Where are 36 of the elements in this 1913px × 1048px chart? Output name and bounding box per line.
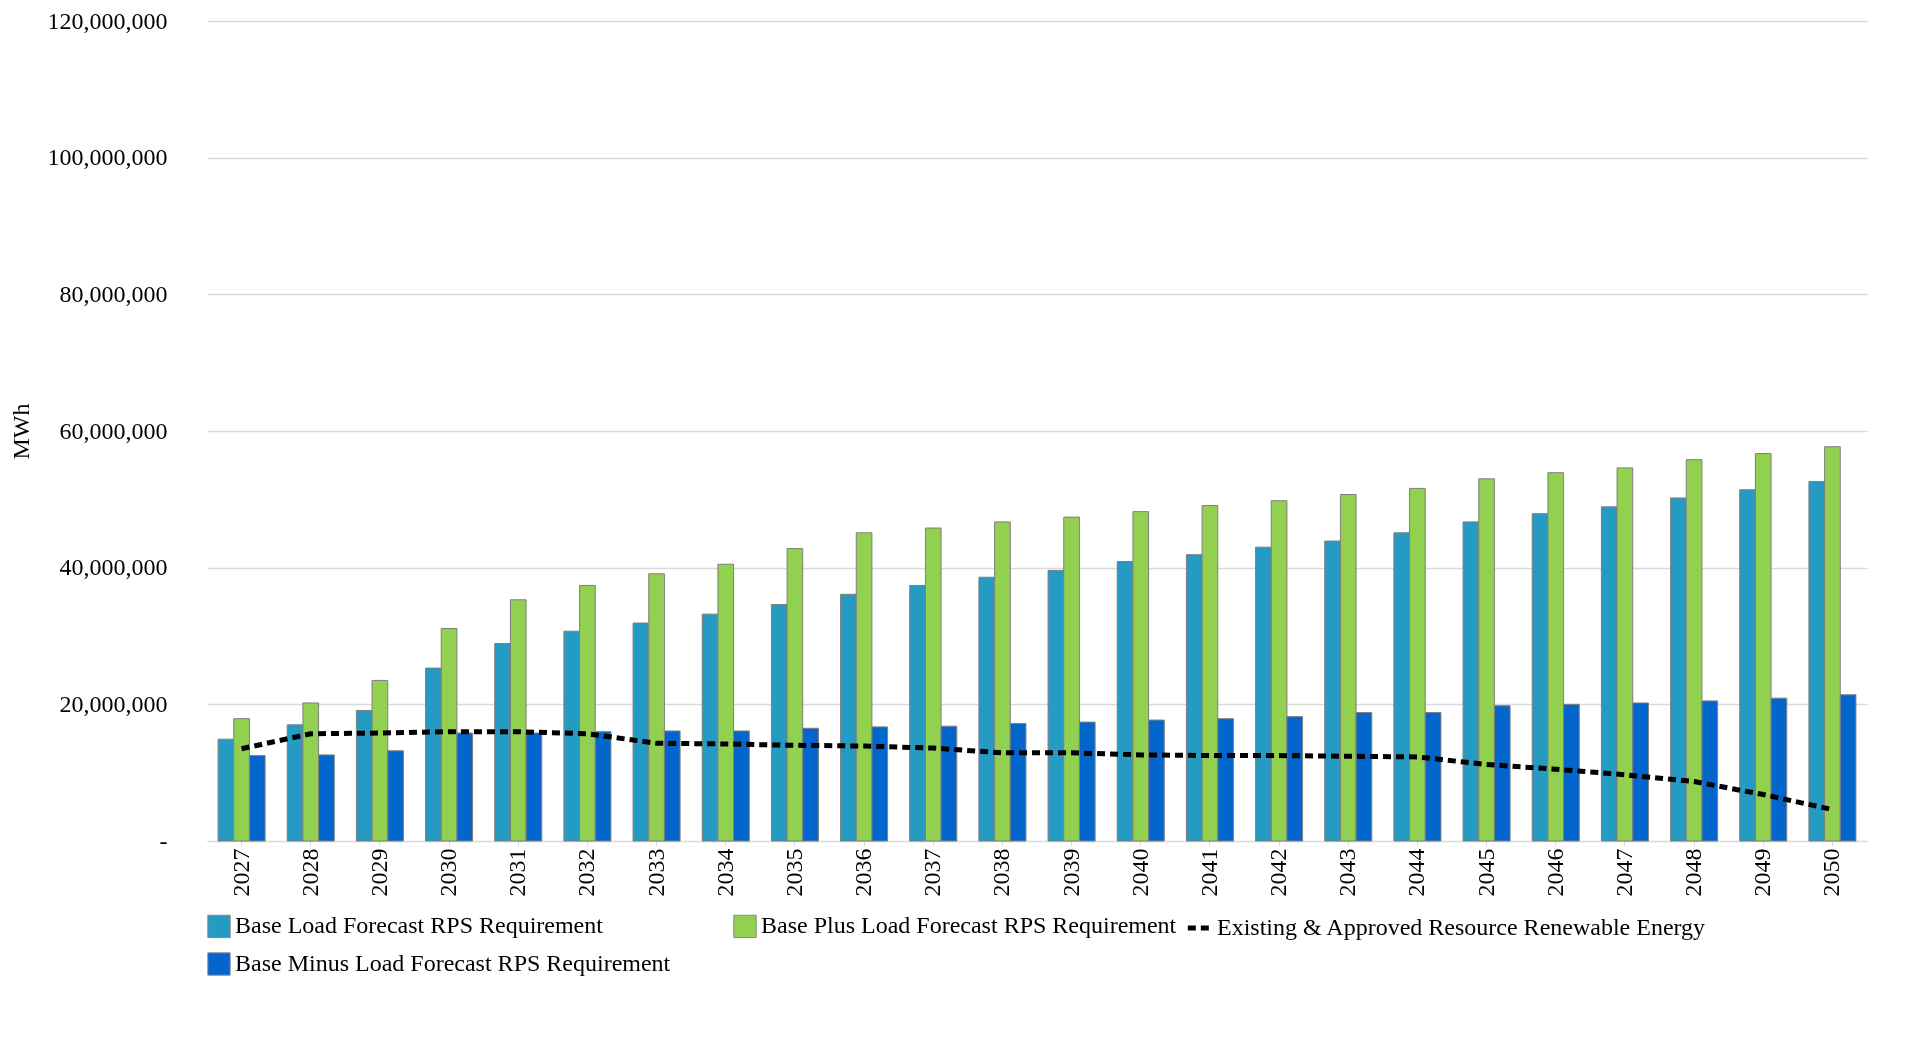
legend-label: Base Plus Load Forecast RPS Requirement <box>761 912 1177 939</box>
legend-label: Existing & Approved Resource Renewable Energy <box>1217 914 1706 940</box>
x-tick-label: 2050 <box>1818 848 1845 897</box>
legend-label: Base Load Forecast RPS Requirement <box>235 912 604 939</box>
y-tick-label: 40,000,000 <box>59 554 168 581</box>
x-tick-label: 2036 <box>850 848 877 897</box>
x-tick-label: 2042 <box>1265 848 1292 897</box>
x-tick-label: 2039 <box>1057 848 1084 897</box>
x-tick-label: 2043 <box>1334 848 1361 897</box>
x-tick-label: 2035 <box>780 848 807 897</box>
y-tick-label: - <box>159 827 168 854</box>
x-tick-label: 2045 <box>1472 848 1499 897</box>
x-tick-label: 2041 <box>1195 848 1222 897</box>
x-tick-label: 2046 <box>1541 848 1568 897</box>
x-tick-label: 2049 <box>1749 848 1776 897</box>
x-tick-label: 2030 <box>435 848 462 897</box>
x-tick-label: 2027 <box>227 848 254 897</box>
x-tick-label: 2028 <box>296 848 323 897</box>
y-tick-label: 20,000,000 <box>59 690 168 717</box>
x-tick-label: 2047 <box>1610 848 1637 897</box>
x-tick-label: 2048 <box>1680 848 1707 897</box>
y-tick-label: 120,000,000 <box>47 7 168 34</box>
x-tick-label: 2033 <box>642 848 669 897</box>
y-axis-title: MWh <box>7 403 34 460</box>
legend-label: Base Minus Load Forecast RPS Requirement <box>235 950 671 976</box>
y-tick-label: 60,000,000 <box>59 417 168 444</box>
x-tick-label: 2038 <box>988 848 1015 897</box>
x-tick-label: 2037 <box>919 848 946 897</box>
x-tick-label: 2040 <box>1126 848 1153 897</box>
x-tick-label: 2044 <box>1403 848 1430 897</box>
y-tick-label: 100,000,000 <box>47 144 168 171</box>
y-tick-label: 80,000,000 <box>59 280 168 307</box>
x-tick-label: 2032 <box>573 848 600 897</box>
x-tick-label: 2031 <box>504 848 531 897</box>
x-tick-label: 2034 <box>711 848 738 897</box>
x-tick-label: 2029 <box>365 848 392 897</box>
